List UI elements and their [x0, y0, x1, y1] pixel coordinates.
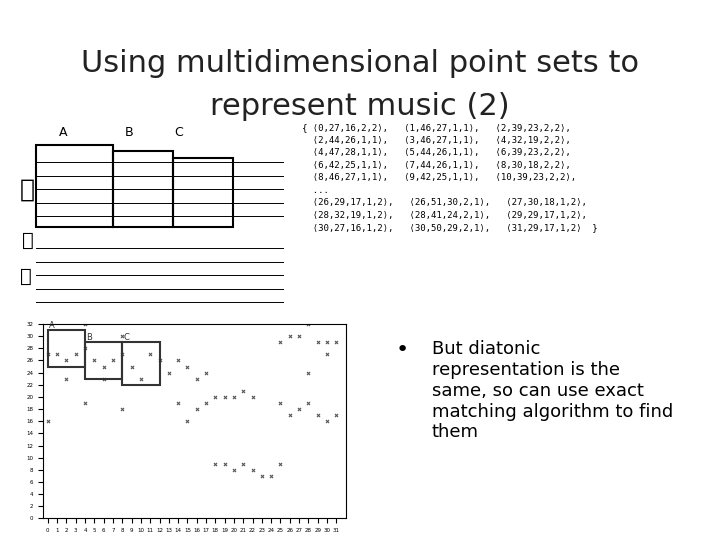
- Bar: [85, 342, 122, 379]
- Point: [321, 338, 333, 347]
- Point: [275, 399, 287, 407]
- Point: [312, 338, 323, 347]
- Text: C: C: [123, 333, 129, 342]
- Point: [79, 228, 91, 237]
- Point: [293, 332, 305, 341]
- Text: A: A: [49, 321, 55, 330]
- Point: [107, 247, 119, 255]
- Point: [284, 411, 295, 420]
- Point: [60, 356, 72, 365]
- Point: [117, 234, 128, 243]
- Point: [210, 460, 221, 468]
- Point: [98, 259, 109, 267]
- Point: [172, 399, 184, 407]
- Point: [330, 338, 342, 347]
- Point: [302, 265, 314, 274]
- Point: [126, 259, 138, 267]
- Point: [98, 277, 109, 286]
- Point: [321, 350, 333, 359]
- Point: [228, 393, 240, 401]
- Text: A: A: [59, 126, 68, 139]
- Point: [321, 211, 333, 219]
- Point: [89, 356, 100, 365]
- Text: 𝄞: 𝄞: [20, 178, 35, 202]
- Point: [210, 393, 221, 401]
- Point: [275, 338, 287, 347]
- Text: Using multidimensional point sets to: Using multidimensional point sets to: [81, 49, 639, 78]
- Point: [98, 362, 109, 371]
- Point: [247, 465, 258, 474]
- Point: [117, 332, 128, 341]
- Point: [302, 320, 314, 328]
- Point: [70, 350, 81, 359]
- Point: [247, 393, 258, 401]
- Bar: [48, 330, 85, 367]
- Point: [228, 465, 240, 474]
- Point: [79, 320, 91, 328]
- Point: [266, 471, 277, 480]
- Point: [60, 247, 72, 255]
- Point: [302, 399, 314, 407]
- Point: [191, 374, 202, 383]
- Point: [42, 417, 53, 426]
- Text: { ⟨0,27,16,2,2⟩,   ⟨1,46,27,1,1⟩,   ⟨2,39,23,2,2⟩,
  ⟨2,44,26,1,1⟩,   ⟨3,46,27,1: { ⟨0,27,16,2,2⟩, ⟨1,46,27,1,1⟩, ⟨2,39,23…: [302, 123, 598, 232]
- Text: But diatonic
representation is the
same, so can use exact
matching algorithm to : But diatonic representation is the same,…: [432, 340, 673, 441]
- Point: [302, 368, 314, 377]
- Point: [154, 356, 166, 365]
- Point: [98, 374, 109, 383]
- Point: [117, 405, 128, 414]
- Point: [117, 350, 128, 359]
- Point: [284, 204, 295, 213]
- Point: [172, 356, 184, 365]
- Point: [219, 460, 230, 468]
- Text: represent music (2): represent music (2): [210, 92, 510, 121]
- Text: 𝄢: 𝄢: [20, 267, 32, 286]
- Point: [191, 405, 202, 414]
- Point: [79, 344, 91, 353]
- Bar: [122, 342, 160, 384]
- Point: [126, 362, 138, 371]
- Point: [42, 350, 53, 359]
- Point: [70, 234, 81, 243]
- Text: B: B: [125, 126, 134, 139]
- Point: [284, 332, 295, 341]
- Point: [238, 460, 249, 468]
- Point: [312, 411, 323, 420]
- Text: B: B: [86, 333, 92, 342]
- Text: 🔊: 🔊: [22, 231, 33, 250]
- Point: [200, 368, 212, 377]
- Text: C: C: [174, 126, 183, 139]
- Point: [330, 411, 342, 420]
- Point: [181, 362, 193, 371]
- Point: [219, 393, 230, 401]
- Text: •: •: [396, 340, 409, 360]
- Point: [135, 374, 147, 383]
- Point: [79, 399, 91, 407]
- Point: [238, 387, 249, 395]
- Point: [107, 356, 119, 365]
- Point: [145, 350, 156, 359]
- Point: [321, 417, 333, 426]
- Point: [89, 247, 100, 255]
- Point: [200, 399, 212, 407]
- Point: [60, 277, 72, 286]
- Point: [293, 405, 305, 414]
- Point: [135, 277, 147, 286]
- Point: [60, 374, 72, 383]
- Point: [256, 471, 268, 480]
- Point: [51, 350, 63, 359]
- Point: [275, 460, 287, 468]
- Point: [163, 368, 174, 377]
- Point: [181, 417, 193, 426]
